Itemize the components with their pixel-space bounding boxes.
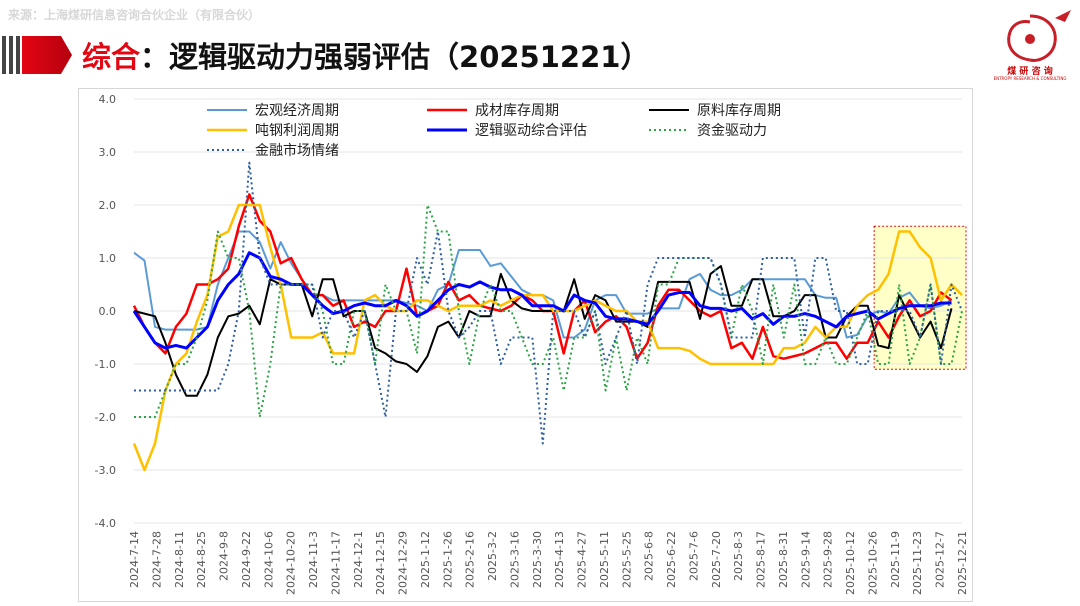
x-tick-label: 2024-10-20	[285, 531, 298, 595]
x-tick-label: 2024-12-29	[397, 531, 410, 595]
x-tick-label: 2025-6-8	[643, 531, 656, 581]
x-tick-label: 2024-9-8	[218, 531, 231, 581]
logo-subtitle: ENTROPY RESEARCH & CONSULTING	[993, 76, 1067, 81]
x-tick-label: 2024-11-17	[329, 531, 342, 595]
company-logo-icon	[1007, 10, 1071, 62]
x-tick-label: 2025-10-12	[844, 531, 857, 595]
chart-frame: 4.0 3.0 2.0 1.0 0.0 -1.0 -2.0 -3.0 -4.0 2024-7-14…	[78, 88, 973, 602]
x-tick-label: 2025-9-28	[822, 531, 835, 588]
x-tick-label: 2025-3-30	[531, 531, 544, 588]
series-line-5	[134, 204, 963, 418]
y-tick-label: 4.0	[99, 93, 117, 106]
x-tick-label: 2024-7-14	[128, 531, 141, 588]
y-tick-label: 3.0	[99, 146, 117, 159]
y-tick-label: -1.0	[95, 358, 116, 371]
x-tick-label: 2025-12-7	[934, 531, 947, 588]
x-tick-label: 2025-1-12	[419, 531, 432, 588]
legend-label-6: 金融市场情绪	[255, 142, 339, 159]
y-tick-label: -4.0	[95, 517, 116, 530]
legend-label-1: 成材库存周期	[475, 103, 559, 119]
line-chart: 4.0 3.0 2.0 1.0 0.0 -1.0 -2.0 -3.0 -4.0 2024-7-14…	[95, 93, 969, 595]
x-tick-label: 2025-3-2	[486, 531, 499, 581]
series-line-3	[132, 203, 963, 472]
logo-swirl-3	[1007, 35, 1031, 62]
x-tick-label: 2025-4-27	[576, 531, 589, 588]
title-bar-2	[9, 36, 13, 74]
legend-label-4: 逻辑驱动综合评估	[475, 123, 587, 139]
y-tick-label: 1.0	[99, 252, 117, 265]
x-tick-label: 2024-12-1	[352, 531, 365, 588]
x-tick-label: 2024-7-28	[150, 531, 163, 588]
page-title: 综合：逻辑驱动力强弱评估（20251221）	[82, 34, 649, 76]
y-tick-label: 0.0	[99, 305, 117, 318]
x-tick-label: 2025-8-31	[777, 531, 790, 588]
title-bar-3	[16, 36, 20, 74]
x-tick-label: 2025-7-6	[687, 531, 700, 581]
x-tick-label: 2025-12-21	[956, 531, 969, 595]
logo-swirl-2	[1029, 41, 1057, 62]
x-tick-label: 2024-10-6	[262, 531, 275, 588]
y-tick-label: -3.0	[95, 464, 116, 477]
page-title-rest: ：逻辑驱动力强弱评估（20251221）	[140, 40, 650, 74]
x-tick-label: 2025-5-25	[620, 531, 633, 588]
x-tick-label: 2025-5-11	[598, 531, 611, 588]
y-tick-label: -2.0	[95, 411, 116, 424]
x-tick-label: 2024-11-3	[307, 531, 320, 588]
x-tick-label: 2025-9-14	[799, 531, 812, 588]
page-title-highlight: 综合	[82, 40, 141, 74]
series-line-4	[132, 251, 952, 350]
x-tick-label: 2025-8-17	[755, 531, 768, 588]
x-tick-label: 2025-4-13	[553, 531, 566, 588]
legend-label-0: 宏观经济周期	[255, 103, 339, 119]
title-arrow-icon	[22, 36, 72, 74]
series-line-2	[133, 265, 953, 397]
logo-swirl-4	[1007, 20, 1031, 37]
logo-name: 煤 研 咨 询	[1007, 67, 1053, 77]
x-tick-label: 2025-10-26	[866, 531, 879, 595]
logo-center	[1025, 34, 1035, 44]
x-tick-label: 2025-7-20	[710, 531, 723, 588]
x-tick-label: 2024-8-11	[173, 531, 186, 588]
x-tick-label: 2025-6-22	[665, 531, 678, 588]
title-bar-1	[2, 36, 6, 74]
source-note: 来源：上海煤研信息咨询合伙企业（有限合伙）	[8, 8, 261, 22]
x-tick-label: 2025-1-26	[441, 531, 454, 588]
x-tick-label: 2024-9-22	[240, 531, 253, 588]
legend-label-3: 吨钢利润周期	[255, 123, 339, 139]
logo-leaf	[1055, 10, 1071, 22]
x-tick-label: 2024-8-25	[195, 531, 208, 588]
x-tick-label: 2025-11-23	[911, 531, 924, 595]
x-tick-label: 2025-8-3	[732, 531, 745, 581]
legend-label-2: 原料库存周期	[697, 103, 781, 119]
logo-swirl-1	[1029, 14, 1057, 43]
x-tick-label: 2025-11-9	[889, 531, 902, 588]
y-tick-label: 2.0	[99, 199, 117, 212]
x-tick-label: 2025-3-16	[508, 531, 521, 588]
legend-label-5: 资金驱动力	[697, 123, 767, 139]
x-tick-label: 2024-12-15	[374, 531, 387, 595]
x-tick-label: 2025-2-16	[464, 531, 477, 588]
series-line-6	[134, 161, 963, 445]
